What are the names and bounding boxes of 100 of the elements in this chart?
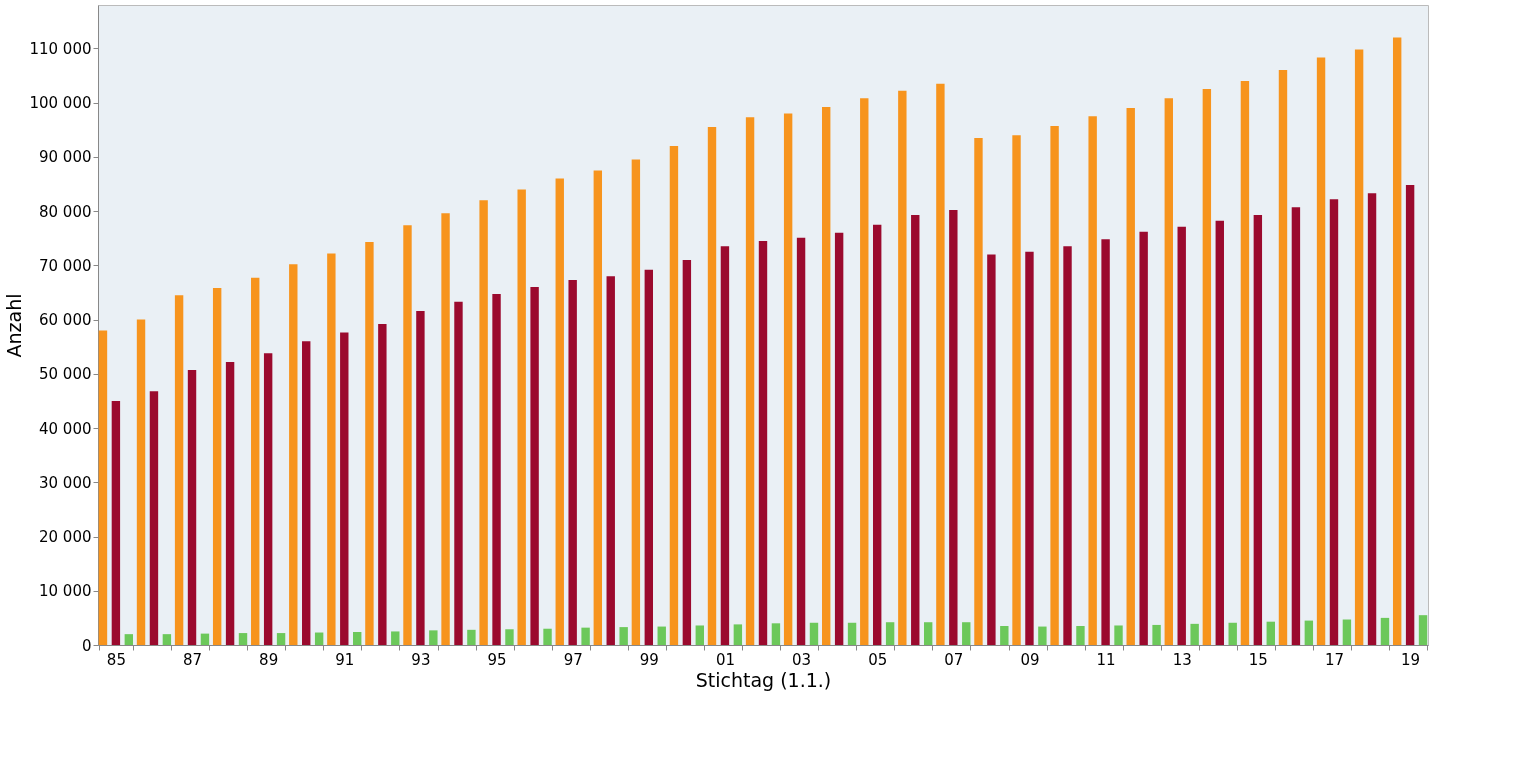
bar <box>898 90 907 645</box>
bar <box>581 627 590 645</box>
x-tick-label: 89 <box>259 650 279 669</box>
x-tick-label: 95 <box>487 650 507 669</box>
bar <box>1392 37 1402 645</box>
bar <box>911 214 920 645</box>
bar <box>353 631 362 645</box>
bar <box>619 627 628 645</box>
bar <box>378 323 387 645</box>
bar <box>149 391 159 645</box>
bar <box>327 253 336 645</box>
bar <box>720 246 730 645</box>
bar <box>758 240 768 645</box>
bar <box>1152 624 1161 645</box>
y-tick-label: 90 000 <box>39 148 92 167</box>
bar <box>1126 108 1135 645</box>
bar <box>644 269 654 645</box>
bar <box>1139 231 1148 645</box>
bar <box>212 288 222 645</box>
bar <box>174 295 184 645</box>
bar <box>314 632 324 645</box>
bar <box>1012 135 1021 645</box>
bar <box>365 242 374 645</box>
bar <box>225 361 235 645</box>
x-tick-label: 85 <box>106 650 126 669</box>
bar <box>289 264 298 645</box>
bar <box>923 622 933 645</box>
bar <box>1342 619 1352 645</box>
bar <box>1050 125 1059 645</box>
x-tick-label: 15 <box>1248 650 1268 669</box>
y-tick-label: 40 000 <box>39 419 92 438</box>
bar <box>187 370 197 645</box>
y-tick-label: 50 000 <box>39 365 92 384</box>
bar <box>302 341 311 645</box>
bar <box>1177 226 1186 645</box>
bar <box>1354 49 1364 645</box>
y-axis-title: Anzahl <box>3 293 26 358</box>
bar <box>568 279 577 645</box>
bar <box>251 277 260 645</box>
bar <box>1063 246 1072 645</box>
bar <box>1202 89 1212 645</box>
x-tick-label: 07 <box>944 650 964 669</box>
x-tick-label: 97 <box>563 650 583 669</box>
x-tick-label: 17 <box>1324 650 1345 669</box>
bar <box>454 301 463 645</box>
bar <box>682 259 692 645</box>
bar <box>1304 620 1314 645</box>
bar <box>1329 199 1339 645</box>
y-tick-label: 70 000 <box>39 256 92 275</box>
bar <box>949 210 958 645</box>
x-tick-label: 91 <box>335 650 355 669</box>
y-tick-label: 30 000 <box>39 473 92 492</box>
bar <box>1278 70 1288 645</box>
bar <box>391 631 400 645</box>
y-tick-label: 60 000 <box>39 311 92 330</box>
x-tick-label: 13 <box>1172 650 1192 669</box>
x-axis-title: Stichtag (1.1.) <box>695 668 832 691</box>
bar <box>543 628 552 645</box>
x-tick-label: 93 <box>411 650 431 669</box>
bar <box>238 633 248 645</box>
x-tick-label: 87 <box>182 650 203 669</box>
bar <box>555 178 564 645</box>
x-tick-label: 11 <box>1096 650 1116 669</box>
y-tick-label: 80 000 <box>39 202 92 221</box>
x-tick-label: 03 <box>792 650 812 669</box>
y-tick-label: 20 000 <box>39 528 92 547</box>
bar <box>695 625 704 645</box>
bar <box>1190 623 1199 645</box>
bar <box>1405 185 1415 645</box>
bar <box>593 170 603 645</box>
y-tick-label: 10 000 <box>39 582 92 601</box>
bar <box>1038 626 1047 645</box>
bar <box>783 113 793 645</box>
bar <box>1418 615 1428 645</box>
bar <box>98 330 108 645</box>
bar <box>429 630 438 645</box>
x-tick-label: 05 <box>868 650 888 669</box>
bar <box>162 634 172 645</box>
bar <box>505 629 514 645</box>
x-tick-label: 01 <box>715 650 735 669</box>
bar <box>860 98 869 645</box>
bar <box>987 254 996 645</box>
bar <box>631 159 641 645</box>
bar <box>834 232 844 645</box>
bar <box>111 400 121 645</box>
bar <box>936 83 945 645</box>
bar <box>467 629 476 645</box>
bar <box>1114 625 1123 645</box>
bar <box>136 319 146 645</box>
bar <box>1101 239 1110 645</box>
bar <box>403 225 412 645</box>
bar <box>657 626 666 645</box>
bar <box>1316 57 1326 645</box>
bar <box>517 189 526 645</box>
bar <box>1076 626 1085 645</box>
bar <box>263 353 273 645</box>
bar <box>492 294 501 645</box>
bar <box>847 622 857 645</box>
bar <box>1000 626 1009 645</box>
bar <box>809 622 819 645</box>
